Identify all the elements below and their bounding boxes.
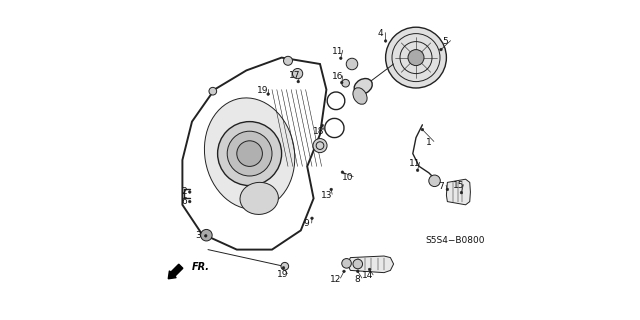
Circle shape <box>201 229 212 241</box>
Circle shape <box>408 50 424 66</box>
Ellipse shape <box>354 78 372 94</box>
Text: 1: 1 <box>426 138 431 147</box>
Text: 16: 16 <box>332 72 343 81</box>
Circle shape <box>311 217 314 220</box>
Ellipse shape <box>240 182 278 214</box>
Circle shape <box>284 56 292 65</box>
Circle shape <box>343 270 346 273</box>
Circle shape <box>339 57 342 60</box>
Circle shape <box>209 87 216 95</box>
Circle shape <box>446 188 449 191</box>
Circle shape <box>346 58 358 70</box>
Text: 19: 19 <box>276 270 288 279</box>
Text: 7: 7 <box>438 182 444 191</box>
Ellipse shape <box>204 98 295 209</box>
Circle shape <box>313 139 327 153</box>
Circle shape <box>342 259 351 268</box>
Text: 17: 17 <box>289 71 301 80</box>
Circle shape <box>385 40 387 42</box>
Circle shape <box>292 68 303 79</box>
Circle shape <box>281 262 289 270</box>
Circle shape <box>218 122 282 186</box>
Circle shape <box>297 80 300 83</box>
Text: 5: 5 <box>443 37 448 46</box>
Circle shape <box>237 141 262 166</box>
Circle shape <box>205 235 207 237</box>
Circle shape <box>341 171 344 173</box>
Circle shape <box>417 169 419 172</box>
Text: 4: 4 <box>378 29 383 38</box>
Text: 18: 18 <box>314 127 324 136</box>
Circle shape <box>267 93 269 95</box>
FancyArrow shape <box>168 264 183 279</box>
Text: 15: 15 <box>452 181 464 190</box>
Circle shape <box>282 267 285 269</box>
Text: 11: 11 <box>332 47 343 56</box>
Polygon shape <box>347 256 394 273</box>
Text: 9: 9 <box>304 220 309 228</box>
Circle shape <box>188 200 191 203</box>
Circle shape <box>356 270 359 273</box>
Text: 19: 19 <box>257 86 269 95</box>
Circle shape <box>227 131 272 176</box>
Circle shape <box>321 124 323 127</box>
Circle shape <box>440 48 442 51</box>
Circle shape <box>340 81 343 84</box>
Text: FR.: FR. <box>191 262 209 272</box>
Circle shape <box>330 188 333 191</box>
Text: 8: 8 <box>354 275 360 284</box>
Circle shape <box>353 259 362 269</box>
Ellipse shape <box>353 88 367 104</box>
Text: 11: 11 <box>409 159 420 168</box>
Circle shape <box>421 128 424 131</box>
Polygon shape <box>447 179 470 205</box>
Text: 12: 12 <box>330 275 341 284</box>
Circle shape <box>188 191 191 193</box>
Circle shape <box>460 191 463 194</box>
Text: 3: 3 <box>195 231 200 240</box>
Circle shape <box>385 27 447 88</box>
Text: 10: 10 <box>342 173 354 182</box>
Text: 2: 2 <box>181 188 187 196</box>
Circle shape <box>369 268 371 271</box>
Circle shape <box>342 79 349 87</box>
Text: S5S4−B0800: S5S4−B0800 <box>426 236 485 245</box>
Circle shape <box>429 175 440 187</box>
Text: 14: 14 <box>362 271 374 280</box>
Text: 13: 13 <box>321 191 333 200</box>
Text: 6: 6 <box>181 197 187 206</box>
